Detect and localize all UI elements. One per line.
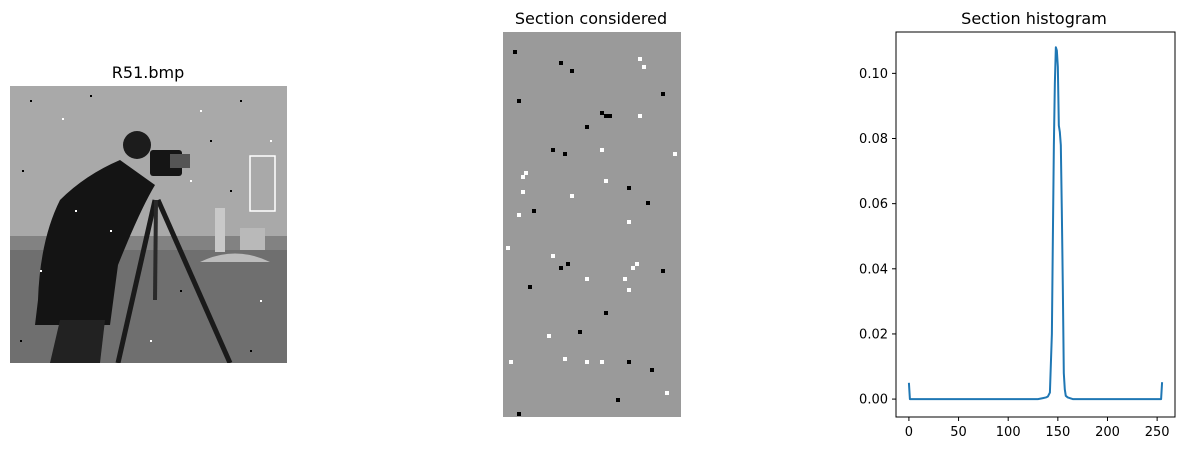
- salt-pixel: [509, 360, 513, 364]
- pepper-pixel: [627, 360, 631, 364]
- salt-pixel: [604, 179, 608, 183]
- salt-pixel: [517, 213, 521, 217]
- pepper-pixel: [585, 125, 589, 129]
- y-tick-label: 0.04: [859, 262, 888, 277]
- salt-pixel: [547, 334, 551, 338]
- pepper-pixel: [551, 148, 555, 152]
- pepper-pixel: [604, 311, 608, 315]
- x-tick-label: 150: [1045, 425, 1070, 440]
- section-box: [249, 155, 276, 212]
- y-tick-label: 0.10: [859, 67, 888, 82]
- image-noise: [20, 95, 272, 352]
- salt-pixel: [627, 288, 631, 292]
- salt-pixel: [638, 57, 642, 61]
- pepper-pixel: [517, 412, 521, 416]
- salt-pixel: [563, 357, 567, 361]
- pepper-pixel: [517, 99, 521, 103]
- pepper-pixel: [608, 114, 612, 118]
- salt-pixel: [627, 220, 631, 224]
- y-axis: 0.00 0.02 0.04 0.06 0.08 0.10: [859, 67, 896, 408]
- x-tick-label: 50: [950, 425, 967, 440]
- image-coat: [35, 160, 155, 325]
- pepper-pixel: [532, 209, 536, 213]
- section-noise: [506, 50, 677, 416]
- salt-pixel: [623, 277, 627, 281]
- pepper-pixel: [661, 92, 665, 96]
- pepper-pixel: [528, 285, 532, 289]
- pepper-pixel: [604, 114, 608, 118]
- x-tick-label: 200: [1095, 425, 1120, 440]
- section-image: [503, 32, 681, 417]
- salt-pixel: [600, 148, 604, 152]
- x-tick-label: 250: [1145, 425, 1170, 440]
- image-legs: [50, 320, 105, 363]
- x-axis: 0 50 100 150 200 250: [905, 417, 1170, 440]
- chart-title: Section histogram: [961, 9, 1107, 28]
- pepper-pixel: [566, 262, 570, 266]
- y-tick-label: 0.06: [859, 197, 888, 212]
- salt-pixel: [585, 360, 589, 364]
- pepper-pixel: [570, 69, 574, 73]
- y-tick-label: 0.00: [859, 393, 888, 408]
- salt-pixel: [585, 277, 589, 281]
- y-tick-label: 0.08: [859, 132, 888, 147]
- section-title: Section considered: [515, 9, 667, 28]
- pepper-pixel: [661, 269, 665, 273]
- image-tripod-leg: [153, 199, 158, 301]
- salt-pixel: [635, 262, 639, 266]
- pepper-pixel: [646, 201, 650, 205]
- image-tower: [215, 208, 225, 252]
- y-tick-label: 0.02: [859, 327, 888, 342]
- plot-frame: [895, 31, 1176, 418]
- image-camera-lens: [170, 154, 190, 168]
- pepper-pixel: [616, 398, 620, 402]
- image-head: [123, 131, 151, 159]
- pepper-pixel: [578, 330, 582, 334]
- salt-pixel: [665, 391, 669, 395]
- salt-pixel: [506, 246, 510, 250]
- pepper-pixel: [650, 368, 654, 372]
- salt-pixel: [631, 266, 635, 270]
- histogram-chart: 0 50 100 150 200 250 0.00 0.02 0.04 0.06 0.08 0.10: [859, 31, 1176, 440]
- salt-pixel: [600, 360, 604, 364]
- pepper-pixel: [627, 186, 631, 190]
- salt-pixel: [524, 171, 528, 175]
- pepper-pixel: [513, 50, 517, 54]
- image-title: R51.bmp: [112, 63, 184, 82]
- image-dome: [200, 253, 270, 262]
- x-tick-label: 100: [996, 425, 1021, 440]
- salt-pixel: [638, 114, 642, 118]
- salt-pixel: [521, 175, 525, 179]
- image-tripod-leg: [155, 198, 233, 363]
- histogram-line: [907, 46, 1164, 401]
- salt-pixel: [551, 254, 555, 258]
- section-panel: [503, 32, 681, 417]
- pepper-pixel: [563, 152, 567, 156]
- image-panel: [10, 86, 287, 363]
- salt-pixel: [570, 194, 574, 198]
- salt-pixel: [673, 152, 677, 156]
- image-tripod-leg: [115, 199, 158, 363]
- series-group: [907, 46, 1164, 401]
- image-building: [240, 228, 265, 250]
- pepper-pixel: [559, 266, 563, 270]
- pepper-pixel: [559, 61, 563, 65]
- salt-pixel: [521, 190, 525, 194]
- x-tick-label: 0: [905, 425, 913, 440]
- pepper-pixel: [600, 111, 604, 115]
- salt-pixel: [642, 65, 646, 69]
